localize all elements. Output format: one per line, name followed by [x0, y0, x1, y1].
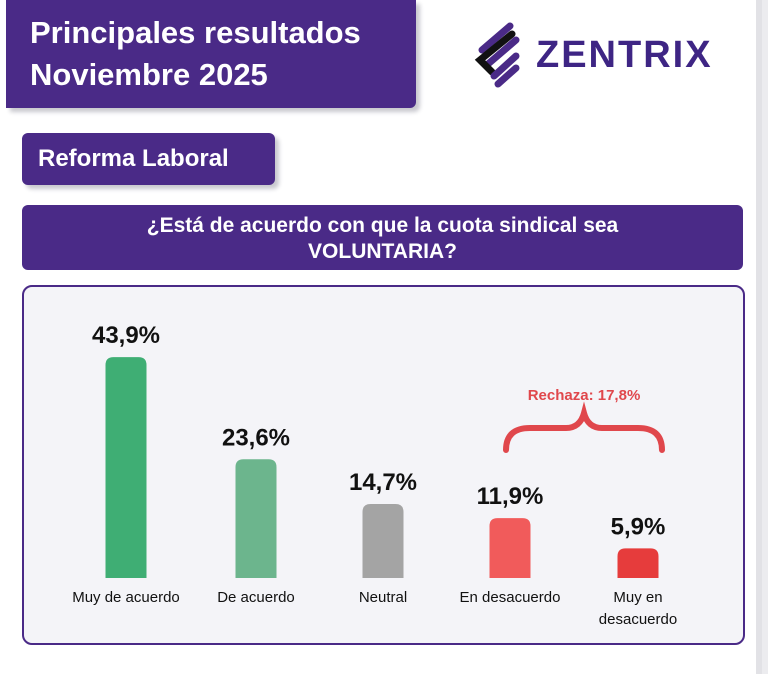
- brand-logo: ZENTRIX: [470, 20, 713, 90]
- section-label: Reforma Laboral: [22, 133, 275, 185]
- category-label-0: Muy de acuerdo: [72, 589, 180, 606]
- question-banner: ¿Está de acuerdo con que la cuota sindic…: [22, 205, 743, 270]
- category-label-1: De acuerdo: [217, 589, 295, 606]
- category-label-3: En desacuerdo: [460, 589, 561, 606]
- question-line-2: VOLUNTARIA?: [308, 240, 457, 263]
- title-line-2: Noviembre 2025: [30, 57, 268, 92]
- title-line-1: Principales resultados: [30, 15, 361, 50]
- data-label-0: 43,9%: [92, 322, 160, 349]
- data-label-3: 11,9%: [477, 483, 544, 510]
- bar-3: [489, 518, 531, 578]
- bar-4: [617, 548, 659, 578]
- reject-annotation: Rechaza: 17,8%: [528, 387, 641, 404]
- data-label-1: 23,6%: [222, 424, 290, 451]
- question-line-1: ¿Está de acuerdo con que la cuota sindic…: [146, 214, 619, 237]
- bar-0: [105, 357, 147, 578]
- brand-name: ZENTRIX: [536, 33, 713, 76]
- category-label-4-line2: desacuerdo: [599, 611, 677, 628]
- page-title: Principales resultados Noviembre 2025: [6, 0, 416, 108]
- category-label-4: Muy en: [613, 589, 662, 606]
- bar-1: [235, 459, 277, 578]
- reject-brace: [503, 401, 665, 453]
- category-label-2: Neutral: [359, 589, 407, 606]
- data-label-2: 14,7%: [349, 469, 417, 496]
- data-label-4: 5,9%: [611, 513, 666, 540]
- zentrix-logo-icon: [474, 22, 520, 88]
- bar-2: [362, 504, 404, 578]
